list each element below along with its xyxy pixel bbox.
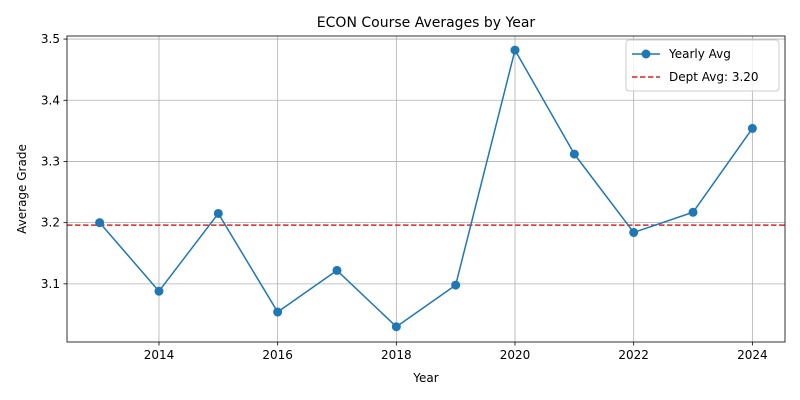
data-point (154, 286, 164, 296)
data-point (95, 218, 105, 228)
y-axis-title: Average Grade (15, 144, 29, 234)
x-tick-label: 2018 (381, 348, 412, 362)
legend-label-reference: Dept Avg: 3.20 (669, 70, 759, 84)
x-tick-label: 2022 (618, 348, 649, 362)
x-tick-label: 2016 (262, 348, 293, 362)
data-point (332, 265, 342, 275)
x-axis-title: Year (412, 371, 438, 385)
chart-title: ECON Course Averages by Year (317, 15, 536, 31)
y-tick-label: 3.2 (41, 216, 60, 230)
series-layer (95, 45, 757, 332)
legend-label-series: Yearly Avg (668, 47, 731, 61)
series-line (99, 49, 753, 328)
data-point (451, 280, 461, 290)
legend-box (625, 39, 780, 92)
data-point (391, 322, 401, 332)
x-tick-label: 2014 (144, 348, 175, 362)
legend: Yearly Avg Dept Avg: 3.20 (625, 39, 780, 92)
x-tick-label: 2024 (737, 348, 768, 362)
y-axis: 3.1 3.2 3.3 3.4 3.5 (41, 32, 67, 291)
grid (67, 36, 785, 342)
data-point (569, 149, 579, 159)
x-tick-label: 2020 (500, 348, 531, 362)
x-axis: 2014 2016 2018 2020 2022 2024 (144, 342, 768, 362)
y-tick-label: 3.1 (41, 277, 60, 291)
y-tick-label: 3.3 (41, 154, 60, 168)
y-tick-label: 3.5 (41, 32, 60, 46)
data-point (213, 208, 223, 218)
data-point (510, 45, 520, 55)
data-point (273, 307, 283, 317)
data-point (747, 123, 757, 133)
y-tick-label: 3.4 (41, 93, 60, 107)
data-point (688, 207, 698, 217)
data-point (629, 227, 639, 237)
plot-frame (66, 35, 786, 343)
legend-series-marker-swatch (641, 49, 651, 59)
